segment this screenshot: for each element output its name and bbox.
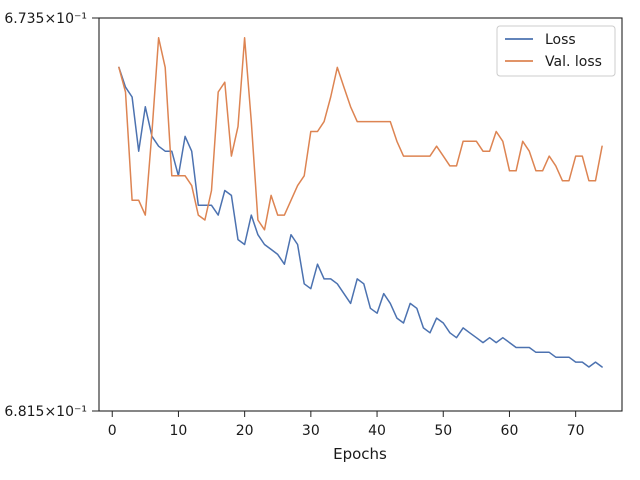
y-axis: 6.735×10⁻¹ 6.815×10⁻¹ [4,11,99,420]
plot-area [118,37,603,368]
x-tick-label: 30 [302,423,320,439]
x-tick-label: 50 [434,423,452,439]
x-tick-label: 20 [236,423,254,439]
x-tick-label: 70 [567,423,585,439]
legend-label-val-loss: Val. loss [545,54,602,70]
y-tick-label-bottom: 6.815×10⁻¹ [4,404,87,420]
x-tick-label: 0 [108,423,117,439]
x-axis: 0 10 20 30 40 50 60 70 [108,411,585,439]
y-tick-label-top: 6.735×10⁻¹ [4,11,87,27]
legend-label-loss: Loss [545,32,576,48]
x-tick-label: 40 [368,423,386,439]
plot-frame [98,17,623,412]
x-tick-label: 60 [501,423,519,439]
series-line-val-loss [118,37,603,231]
x-tick-label: 10 [170,423,188,439]
legend: Loss Val. loss [496,25,616,77]
x-axis-label: Epochs [333,445,387,463]
series-line-loss [118,66,603,368]
